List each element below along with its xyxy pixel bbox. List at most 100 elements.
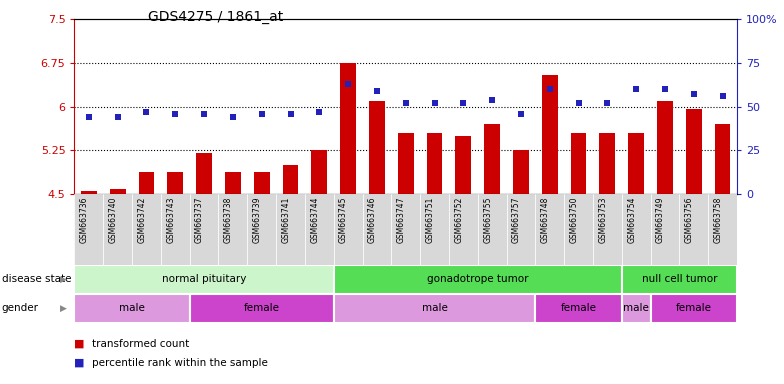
Point	[371, 88, 383, 94]
Text: GSM663753: GSM663753	[598, 197, 608, 243]
Point	[688, 91, 700, 98]
Text: GSM663740: GSM663740	[109, 197, 118, 243]
Text: gonadotrope tumor: gonadotrope tumor	[427, 274, 528, 285]
Bar	[485, 124, 500, 194]
Bar	[74, 265, 334, 294]
Text: ▶: ▶	[60, 304, 67, 313]
Text: GSM663757: GSM663757	[512, 197, 521, 243]
Bar	[391, 194, 420, 265]
Text: percentile rank within the sample: percentile rank within the sample	[92, 358, 267, 368]
Bar	[74, 294, 190, 323]
Point	[543, 86, 556, 92]
Text: GSM663751: GSM663751	[426, 197, 434, 243]
Bar	[340, 63, 356, 194]
Point	[285, 111, 297, 117]
Bar	[311, 150, 327, 194]
Bar	[651, 194, 680, 265]
Point	[140, 109, 153, 115]
Text: female: female	[244, 303, 280, 313]
Bar	[305, 194, 334, 265]
Point	[227, 114, 239, 120]
Text: GSM663754: GSM663754	[627, 197, 636, 243]
Text: ■: ■	[74, 339, 85, 349]
Point	[198, 111, 210, 117]
Text: disease state: disease state	[2, 274, 71, 285]
Text: female: female	[676, 303, 712, 313]
Point	[428, 100, 441, 106]
Bar	[190, 294, 334, 323]
Point	[82, 114, 95, 120]
Bar	[571, 133, 586, 194]
Bar	[254, 172, 270, 194]
Point	[399, 100, 412, 106]
Text: transformed count: transformed count	[92, 339, 189, 349]
Text: GSM663752: GSM663752	[454, 197, 463, 243]
Text: gender: gender	[2, 303, 38, 313]
Point	[659, 86, 671, 92]
Text: GSM663755: GSM663755	[483, 197, 492, 243]
Bar	[397, 133, 414, 194]
Text: GSM663758: GSM663758	[713, 197, 723, 243]
Text: GSM663741: GSM663741	[281, 197, 291, 243]
Point	[717, 93, 729, 99]
Bar	[362, 194, 391, 265]
Bar	[506, 194, 535, 265]
Text: GSM663738: GSM663738	[224, 197, 233, 243]
Point	[601, 100, 614, 106]
Bar	[369, 101, 385, 194]
Bar	[622, 194, 651, 265]
Bar	[535, 294, 622, 323]
Bar	[600, 133, 615, 194]
Text: GSM663747: GSM663747	[397, 197, 406, 243]
Text: GSM663756: GSM663756	[684, 197, 694, 243]
Point	[313, 109, 325, 115]
Bar	[449, 194, 477, 265]
Text: GSM663749: GSM663749	[656, 197, 665, 243]
Text: GSM663743: GSM663743	[166, 197, 176, 243]
Bar	[651, 294, 737, 323]
Bar	[622, 294, 651, 323]
Bar	[282, 165, 299, 194]
Bar	[542, 74, 557, 194]
Text: GSM663750: GSM663750	[569, 197, 579, 243]
Bar	[334, 194, 362, 265]
Text: ■: ■	[74, 358, 85, 368]
Bar	[456, 136, 471, 194]
Bar	[334, 265, 622, 294]
Point	[486, 96, 499, 103]
Text: ▶: ▶	[60, 275, 67, 284]
Point	[630, 86, 642, 92]
Text: GSM663737: GSM663737	[195, 197, 204, 243]
Bar	[628, 133, 644, 194]
Text: null cell tumor: null cell tumor	[641, 274, 717, 285]
Bar	[593, 194, 622, 265]
Bar	[190, 194, 219, 265]
Bar	[276, 194, 305, 265]
Point	[256, 111, 268, 117]
Text: male: male	[623, 303, 649, 313]
Text: GSM663748: GSM663748	[541, 197, 550, 243]
Point	[514, 111, 527, 117]
Bar	[161, 194, 190, 265]
Point	[169, 111, 182, 117]
Point	[342, 81, 354, 87]
Bar	[110, 189, 125, 194]
Bar	[420, 194, 449, 265]
Bar	[622, 265, 737, 294]
Point	[457, 100, 470, 106]
Bar	[564, 194, 593, 265]
Bar	[219, 194, 247, 265]
Text: GSM663739: GSM663739	[252, 197, 262, 243]
Text: male: male	[119, 303, 145, 313]
Text: GDS4275 / 1861_at: GDS4275 / 1861_at	[148, 10, 283, 23]
Point	[572, 100, 585, 106]
Point	[111, 114, 124, 120]
Bar	[426, 133, 442, 194]
Bar	[477, 194, 506, 265]
Text: GSM663742: GSM663742	[137, 197, 147, 243]
Bar	[657, 101, 673, 194]
Bar	[196, 153, 212, 194]
Bar	[74, 194, 103, 265]
Text: GSM663736: GSM663736	[80, 197, 89, 243]
Text: male: male	[422, 303, 448, 313]
